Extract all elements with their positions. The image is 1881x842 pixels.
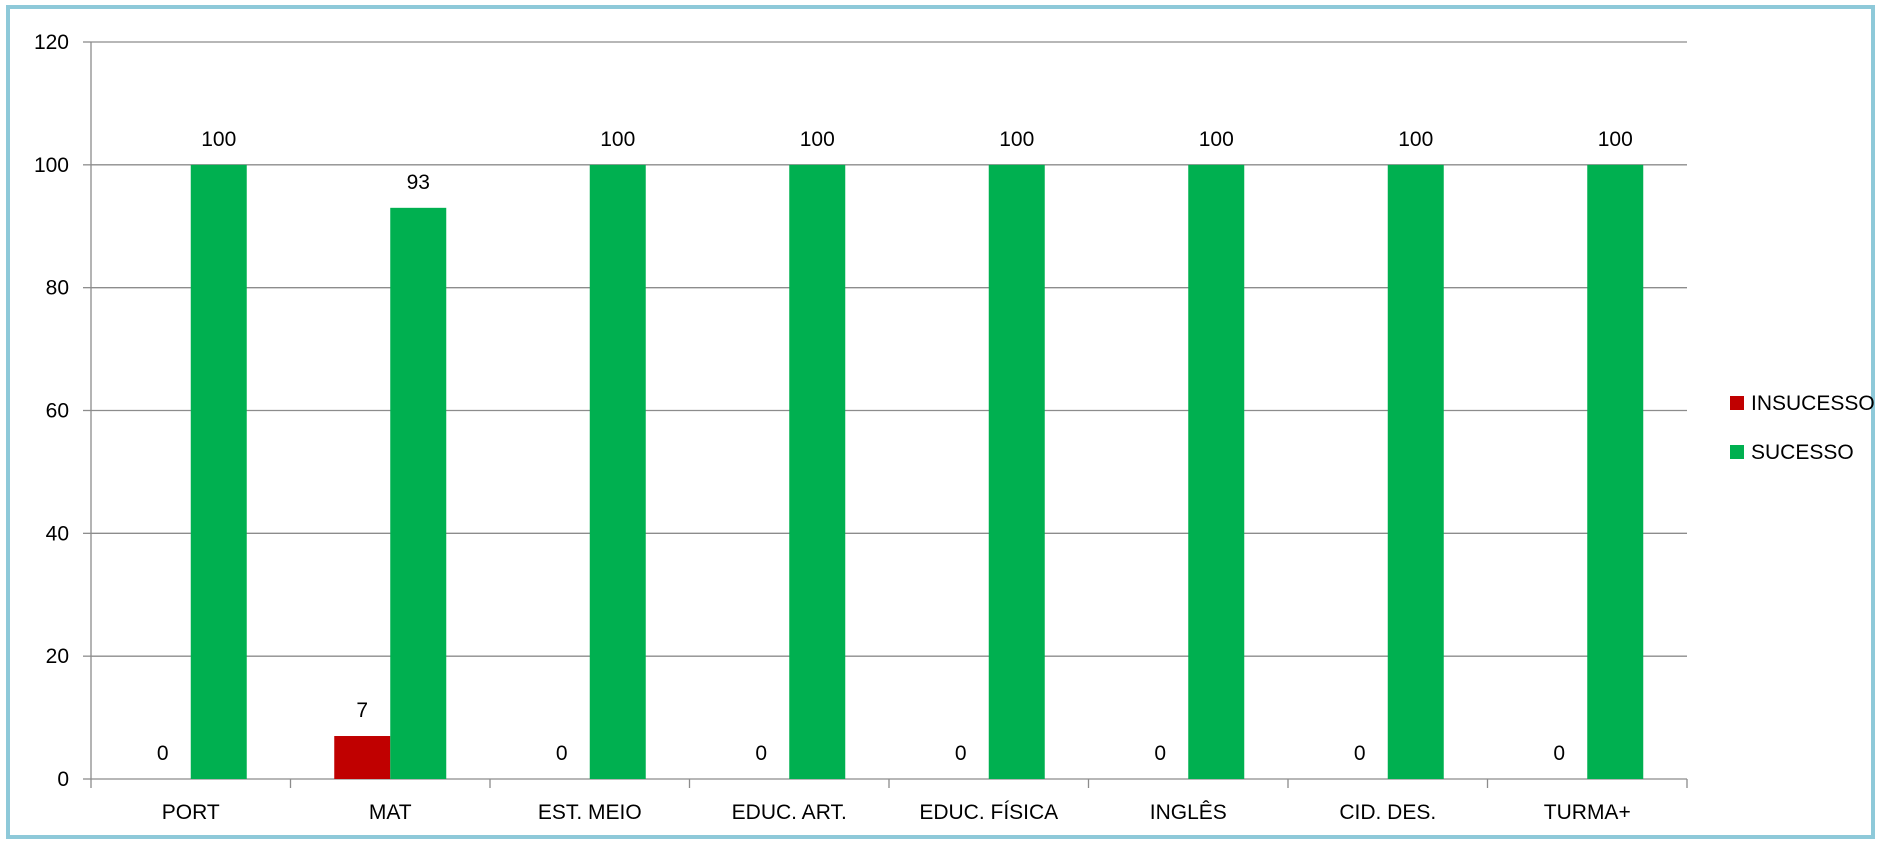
x-tick-label: EDUC. FÍSICA bbox=[919, 801, 1058, 824]
y-tick-label: 60 bbox=[46, 400, 69, 423]
x-tick-label: CID. DES. bbox=[1339, 801, 1436, 824]
data-label-sucesso: 100 bbox=[999, 128, 1034, 151]
y-tick-label: 100 bbox=[34, 154, 69, 177]
data-label-insucesso: 0 bbox=[755, 742, 767, 765]
x-tick-label: EDUC. ART. bbox=[732, 801, 847, 824]
data-label-insucesso: 0 bbox=[556, 742, 568, 765]
gridlines bbox=[91, 41, 1687, 657]
legend-label-insucesso: INSUCESSO bbox=[1751, 392, 1875, 415]
legend-label-sucesso: SUCESSO bbox=[1751, 441, 1854, 464]
data-label-insucesso: 0 bbox=[157, 742, 169, 765]
data-label-sucesso: 100 bbox=[800, 128, 835, 151]
bar-insucesso-1 bbox=[334, 736, 391, 779]
x-tick-label: PORT bbox=[162, 801, 220, 824]
legend: INSUCESSO SUCESSO bbox=[1730, 392, 1875, 464]
bar-sucesso-1 bbox=[390, 207, 447, 779]
bar-sucesso-5 bbox=[1188, 164, 1245, 780]
legend-swatch-insucesso bbox=[1730, 396, 1744, 410]
y-tick-label: 80 bbox=[46, 277, 69, 300]
data-label-insucesso: 0 bbox=[1154, 742, 1166, 765]
data-label-sucesso: 100 bbox=[1598, 128, 1633, 151]
x-tick-label: TURMA+ bbox=[1544, 801, 1631, 824]
chart-frame bbox=[6, 5, 1875, 839]
x-tick-label: INGLÊS bbox=[1150, 801, 1227, 824]
bar-sucesso-7 bbox=[1587, 164, 1644, 780]
x-tick-label: MAT bbox=[369, 801, 412, 824]
x-tick-label: EST. MEIO bbox=[538, 801, 642, 824]
data-label-sucesso: 100 bbox=[1398, 128, 1433, 151]
data-label-insucesso: 0 bbox=[1553, 742, 1565, 765]
y-tick-label: 0 bbox=[57, 768, 69, 791]
data-label-insucesso: 7 bbox=[356, 699, 368, 722]
bar-sucesso-4 bbox=[988, 164, 1045, 780]
bars bbox=[190, 164, 1644, 780]
y-tick-label: 20 bbox=[46, 645, 69, 668]
bar-sucesso-3 bbox=[789, 164, 846, 780]
data-label-sucesso: 100 bbox=[1199, 128, 1234, 151]
data-label-sucesso: 100 bbox=[600, 128, 635, 151]
legend-swatch-sucesso bbox=[1730, 445, 1744, 459]
y-tick-label: 120 bbox=[34, 31, 69, 54]
y-tick-label: 40 bbox=[46, 522, 69, 545]
data-label-sucesso: 93 bbox=[407, 171, 430, 194]
bar-sucesso-6 bbox=[1387, 164, 1444, 780]
data-labels: 0 7 0 0 0 0 0 0 100 93 100 100 100 100 100 100 bbox=[157, 128, 1633, 765]
bar-sucesso-2 bbox=[589, 164, 646, 780]
data-label-sucesso: 100 bbox=[201, 128, 236, 151]
data-label-insucesso: 0 bbox=[1354, 742, 1366, 765]
data-label-insucesso: 0 bbox=[955, 742, 967, 765]
bar-sucesso-0 bbox=[190, 164, 247, 780]
